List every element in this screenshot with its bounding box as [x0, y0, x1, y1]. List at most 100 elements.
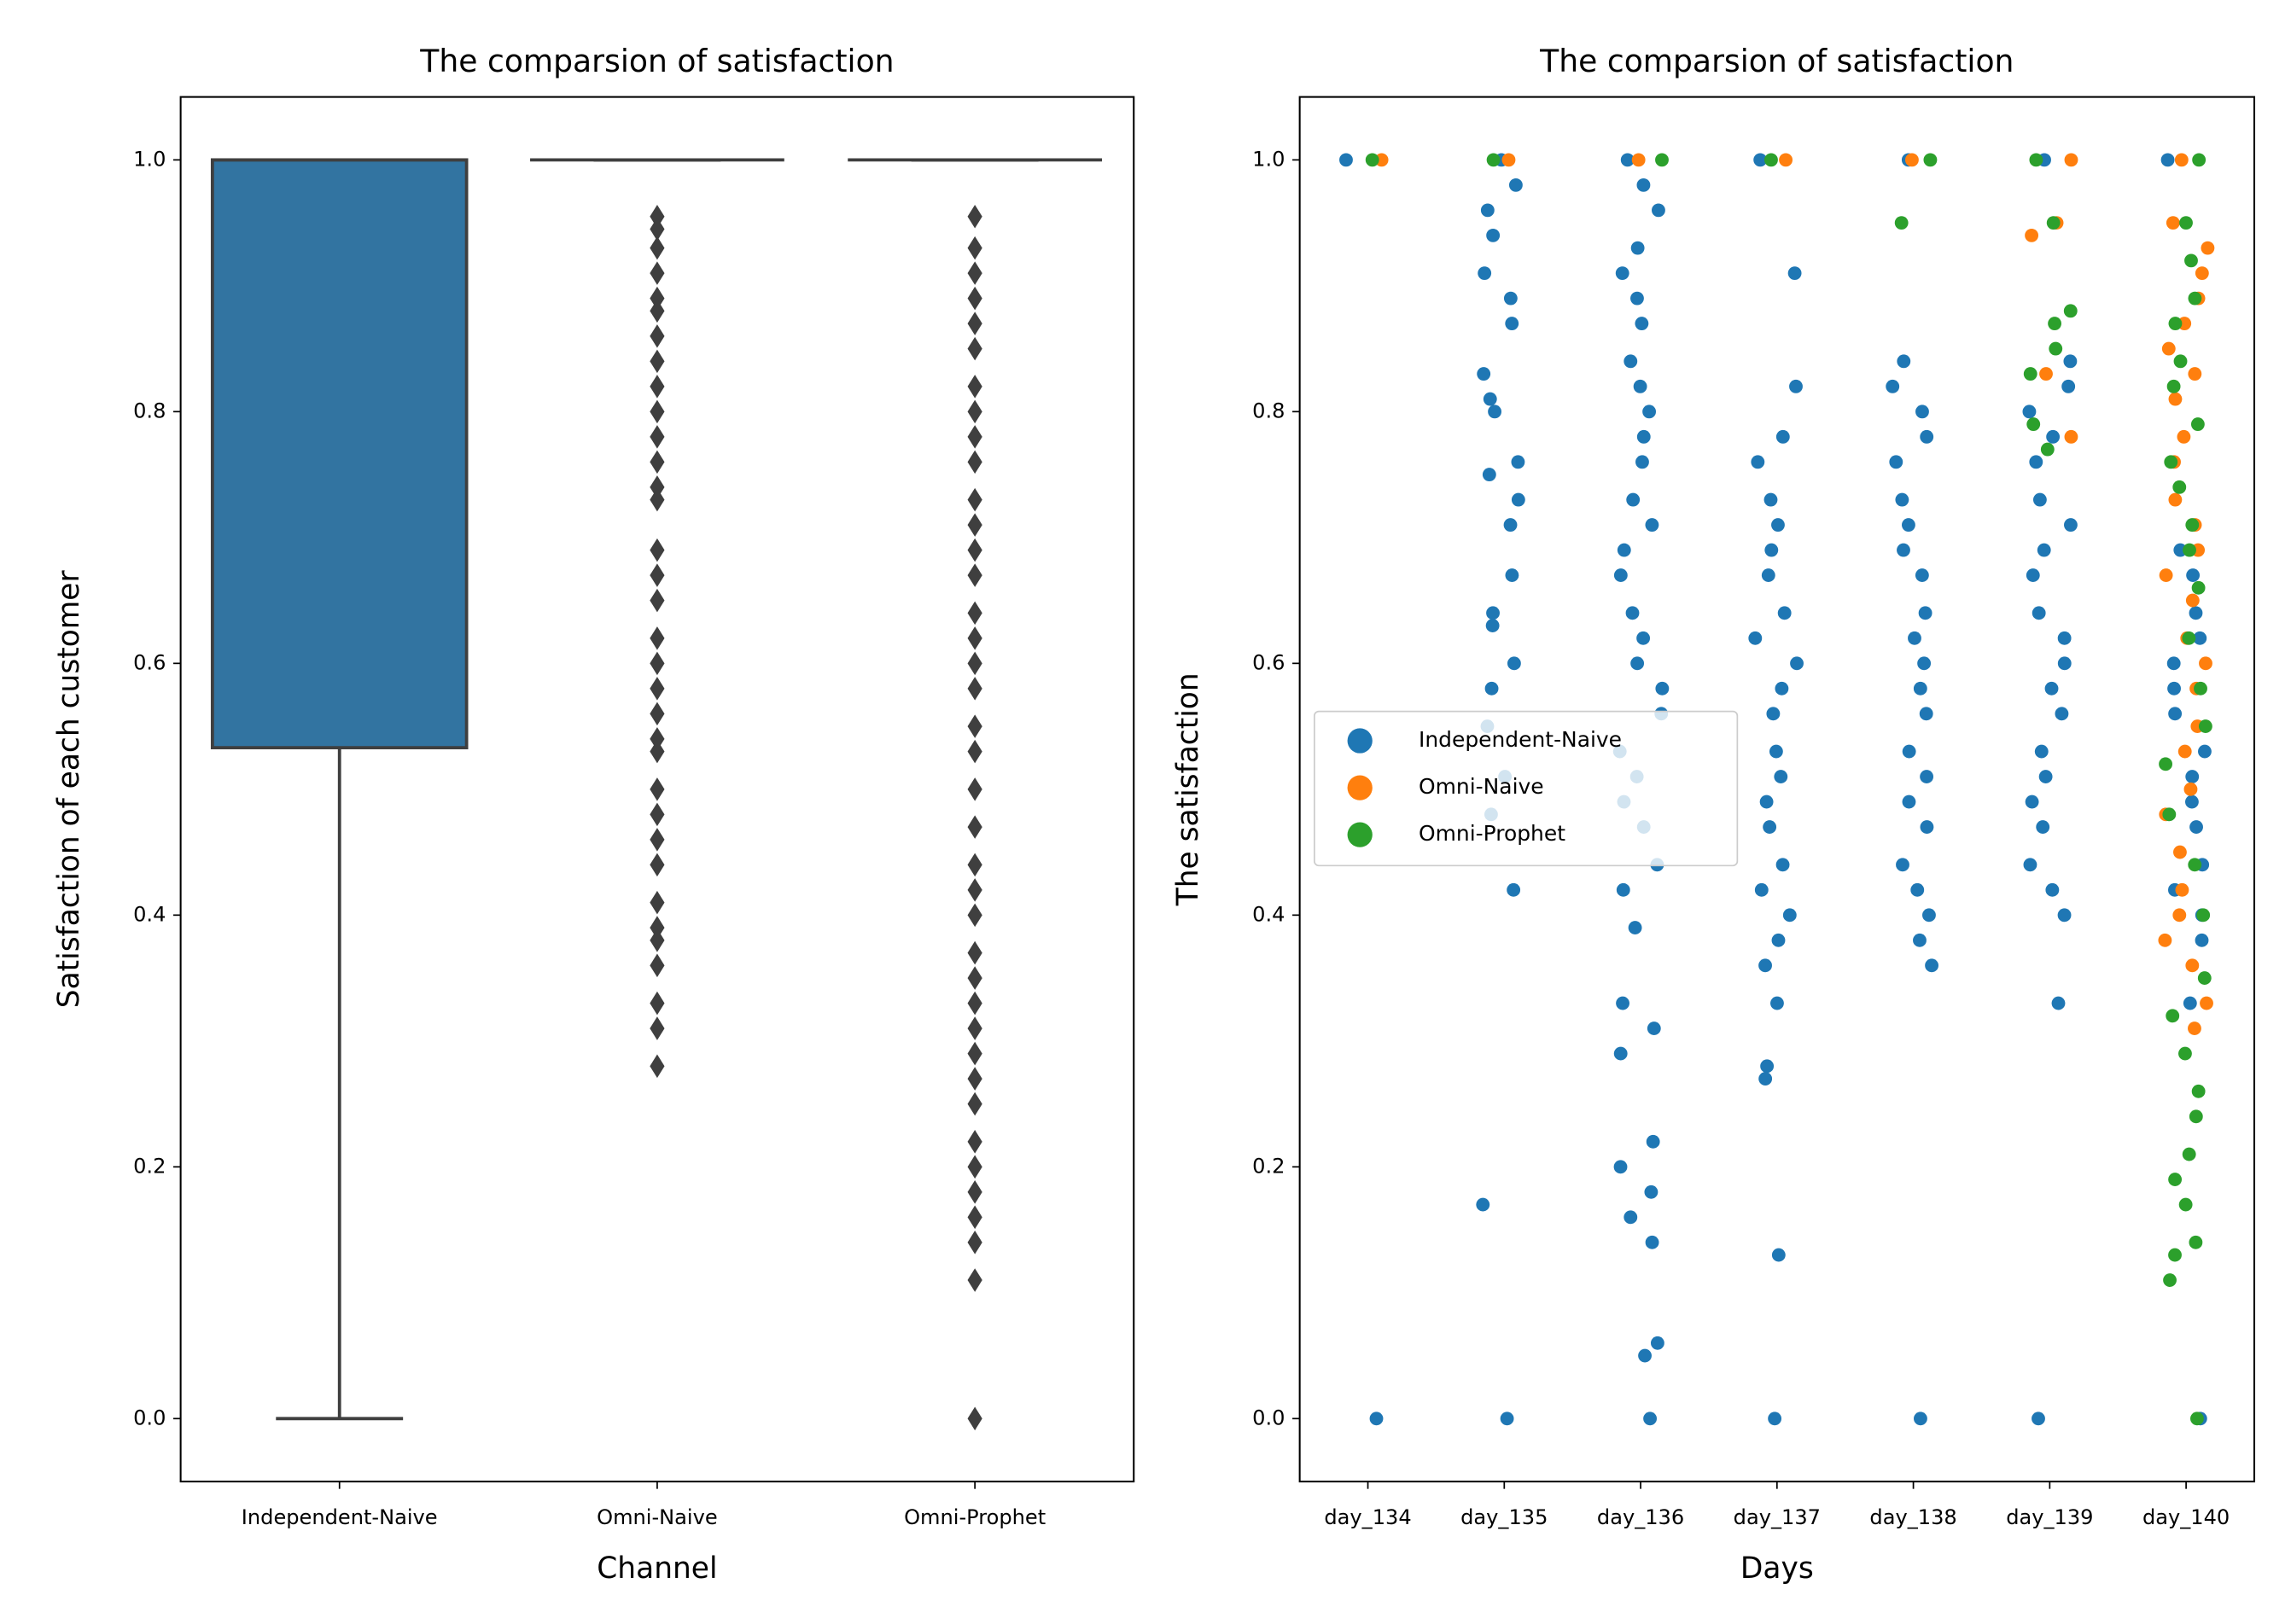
- point: [1501, 153, 1516, 167]
- x-axis-label: Days: [1740, 1551, 1814, 1586]
- point: [1369, 1412, 1384, 1426]
- point: [2064, 153, 2078, 167]
- point: [1507, 656, 1521, 671]
- point: [2182, 1147, 2196, 1161]
- point: [2032, 492, 2047, 507]
- point: [2023, 367, 2037, 381]
- point: [2057, 631, 2072, 645]
- outlier: [967, 1041, 982, 1066]
- point: [1764, 543, 1779, 557]
- point: [2061, 379, 2076, 393]
- point: [2197, 971, 2212, 985]
- point: [1483, 392, 1497, 406]
- chart: The comparsion of satisfaction Days The sa…: [1171, 43, 2256, 1586]
- point: [1920, 820, 1934, 834]
- point: [2173, 354, 2188, 369]
- x-tick-label: day_138: [1869, 1505, 1956, 1529]
- outlier: [967, 399, 982, 424]
- legend-label: Omni-Prophet: [1419, 821, 1565, 846]
- point: [2063, 354, 2078, 369]
- outlier: [967, 991, 982, 1016]
- point: [1914, 1412, 1927, 1426]
- point: [1751, 455, 1765, 469]
- outlier: [967, 538, 982, 562]
- x-tick-label: day_134: [1324, 1505, 1411, 1529]
- point: [1630, 241, 1645, 255]
- point: [2160, 153, 2175, 167]
- outlier: [650, 588, 665, 613]
- outlier: [967, 375, 982, 399]
- point: [1902, 795, 1916, 809]
- outlier: [967, 311, 982, 335]
- y-tick-label: 0.2: [133, 1154, 166, 1178]
- point: [1766, 707, 1781, 721]
- point: [2063, 304, 2078, 318]
- point: [1616, 996, 1629, 1010]
- chart-title: The comparsion of satisfaction: [419, 43, 894, 79]
- outlier: [967, 204, 982, 229]
- point: [1647, 1022, 1661, 1035]
- point: [1758, 1072, 1773, 1086]
- point: [2185, 770, 2200, 783]
- point: [2189, 606, 2203, 620]
- point: [2166, 1009, 2180, 1023]
- point: [1919, 707, 1933, 721]
- outlier: [967, 940, 982, 965]
- point: [2174, 153, 2189, 167]
- y-axis-label: The satisfaction: [1171, 672, 1205, 906]
- point: [1630, 656, 1645, 671]
- outlier: [967, 286, 982, 311]
- point: [1779, 153, 1793, 167]
- point: [1789, 379, 1803, 393]
- point: [1505, 317, 1519, 331]
- outlier: [650, 802, 665, 827]
- point: [1485, 619, 1500, 633]
- point: [1790, 656, 1804, 671]
- point: [2166, 216, 2180, 230]
- outlier: [650, 487, 665, 512]
- point: [1625, 606, 1640, 620]
- point: [2048, 317, 2061, 331]
- point: [2032, 606, 2046, 620]
- outlier: [650, 261, 665, 285]
- outlier: [650, 563, 665, 587]
- point: [1488, 405, 1502, 419]
- x-tick-label: day_139: [2006, 1505, 2093, 1529]
- point: [2023, 858, 2037, 872]
- outlier: [967, 236, 982, 260]
- outlier: [967, 1268, 982, 1292]
- point: [1613, 568, 1628, 583]
- outlier: [650, 651, 665, 676]
- point: [1759, 795, 1774, 809]
- point: [2168, 317, 2183, 331]
- point: [2186, 568, 2201, 583]
- point: [1770, 996, 1784, 1010]
- point: [2178, 1197, 2193, 1212]
- point: [1889, 455, 1903, 469]
- point: [1628, 921, 1642, 934]
- point: [1478, 266, 1492, 281]
- point: [2183, 782, 2198, 796]
- point: [1754, 882, 1769, 897]
- point: [1643, 1412, 1658, 1426]
- point: [1507, 882, 1521, 897]
- outlier: [967, 651, 982, 676]
- point: [2189, 1109, 2203, 1124]
- point: [2185, 795, 2199, 809]
- point: [1915, 568, 1929, 583]
- point: [1895, 492, 1909, 507]
- point: [1925, 958, 1938, 973]
- outlier: [650, 777, 665, 801]
- outlier: [650, 399, 665, 424]
- y-axis-label: Satisfaction of each customer: [52, 570, 86, 1009]
- point: [1476, 1197, 1490, 1212]
- y-tick-label: 0.4: [133, 902, 166, 926]
- point: [1339, 153, 1353, 167]
- point: [2193, 631, 2207, 645]
- outlier: [650, 626, 665, 650]
- point: [1763, 820, 1777, 834]
- point: [2022, 405, 2037, 419]
- point: [1644, 1185, 1658, 1199]
- x-tick-label: day_135: [1460, 1505, 1548, 1529]
